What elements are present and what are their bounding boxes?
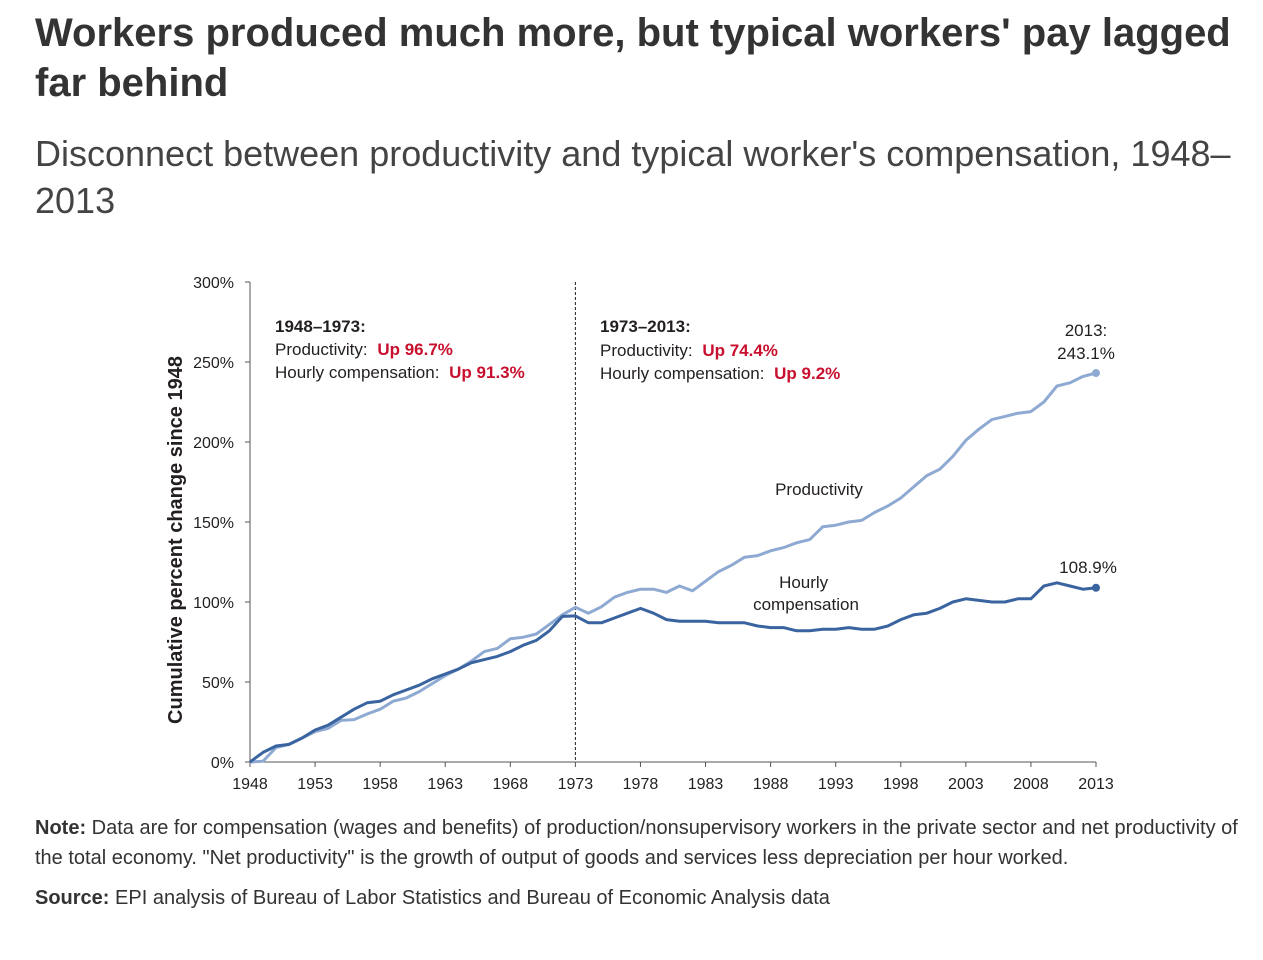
annotation-change: Up 9.2% [774,364,840,383]
annotation-compensation-1973-2013: Hourly compensation: Up 9.2% [600,364,840,383]
annotation-change: Up 91.3% [449,363,525,382]
y-tick-label: 0% [211,755,234,772]
x-tick-label: 1998 [883,776,919,793]
y-tick-label: 250% [193,355,234,372]
chart-subtitle: Disconnect between productivity and typi… [35,133,1231,221]
line-chart: 0%50%100%150%200%250%300% 1948 1953 1958 19… [165,275,1117,793]
chart-footer: Note: Data are for compensation (wages a… [35,813,1245,913]
annotation-label: Hourly compensation: [275,363,439,382]
x-tick-label: 1963 [427,776,463,793]
x-tick-label: 1973 [558,776,594,793]
compensation-line-label: Hourly compensation [753,573,859,614]
y-tick-label: 150% [193,515,234,532]
x-tick-label: 2013 [1078,776,1114,793]
x-tick-label: 1993 [818,776,854,793]
series-productivity-line [249,371,1097,764]
chart-title: Workers produced much more, but typical … [35,11,1231,105]
source-text: EPI analysis of Bureau of Labor Statisti… [109,887,830,909]
y-axis-label: Cumulative percent change since 1948 [165,356,187,724]
compensation-label-line2: compensation [753,595,859,614]
source-label: Source: [35,887,110,909]
x-tick-label: 1958 [362,776,398,793]
x-tick-label: 2008 [1013,776,1049,793]
source: Source: EPI analysis of Bureau of Labor … [35,883,1245,913]
x-tick-label: 1978 [623,776,659,793]
data-points [249,373,1097,763]
annotation-compensation-1948-1973: Hourly compensation: Up 91.3% [275,363,525,382]
productivity-end-year-label: 2013: [1065,321,1108,340]
x-tick-label: 1953 [297,776,333,793]
note-label: Note: [35,817,87,839]
x-tick-label: 1948 [232,776,268,793]
y-tick-label: 200% [193,435,234,452]
annotation-label: Hourly compensation: [600,364,764,383]
note: Note: Data are for compensation (wages a… [35,813,1245,873]
annotation-label: Productivity: [600,341,693,360]
annotation-change: Up 74.4% [702,341,778,360]
annotation-change: Up 96.7% [377,340,453,359]
series-compensation-line [249,581,1097,764]
x-tick-label: 1968 [493,776,529,793]
annotation-productivity-1973-2013: Productivity: Up 74.4% [600,341,778,360]
x-tick-label: 2003 [948,776,984,793]
annotation-productivity-1948-1973: Productivity: Up 96.7% [275,340,453,359]
note-text: Data are for compensation (wages and ben… [35,817,1238,869]
y-tick-label: 100% [193,595,234,612]
productivity-line-label: Productivity [775,480,863,499]
x-tick-label: 1988 [753,776,789,793]
x-tick-label: 1983 [688,776,724,793]
compensation-end-point [1092,583,1100,592]
compensation-end-value-label: 108.9% [1059,558,1117,577]
annotation-label: Productivity: [275,340,368,359]
productivity-end-point [1092,369,1100,378]
x-axis-ticks: 1948 1953 1958 1963 1968 1973 1978 1983 1988 1993… [232,762,1114,793]
y-tick-label: 50% [202,675,234,692]
y-axis-ticks: 0% 50% 100% 150% 200% 250% 300% [193,275,250,772]
period-label-1948-1973: 1948–1973: [275,317,366,336]
compensation-label-line1: Hourly [779,573,829,592]
y-tick-label: 300% [193,275,234,292]
productivity-end-value-label: 243.1% [1057,344,1115,363]
period-label-1973-2013: 1973–2013: [600,317,691,336]
